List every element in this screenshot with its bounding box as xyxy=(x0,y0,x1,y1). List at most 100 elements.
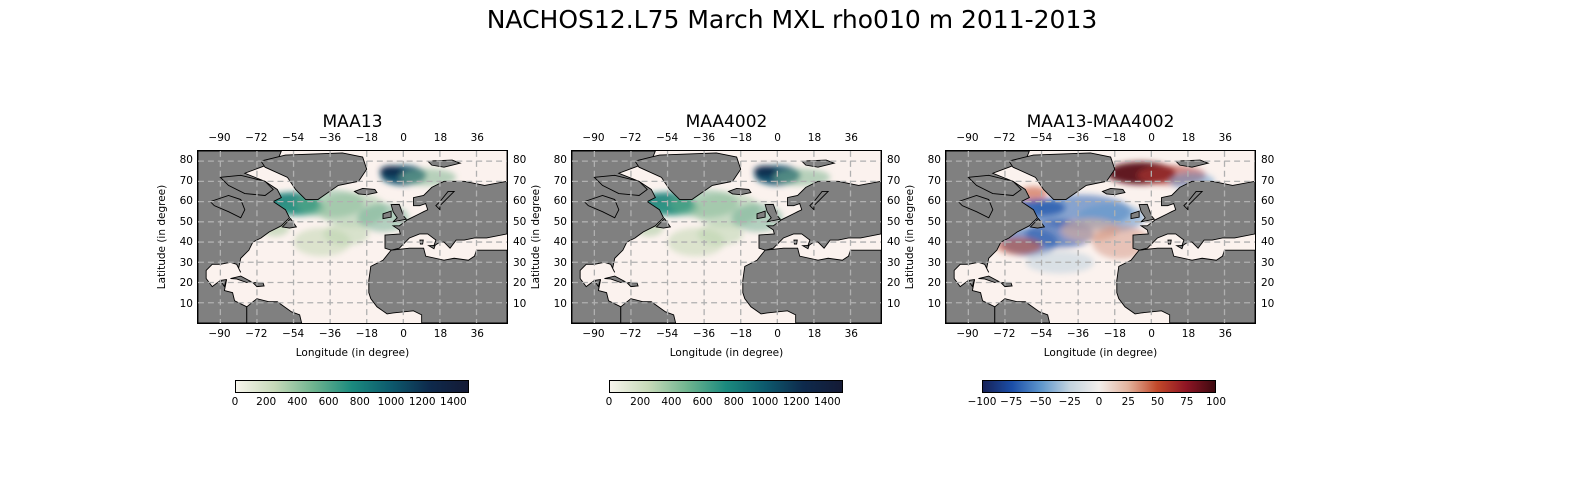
field-patch xyxy=(323,222,370,246)
lon-tick-bottom: −18 xyxy=(1103,328,1126,340)
colorbar-tick: −75 xyxy=(1000,396,1023,408)
land-hispaniola xyxy=(999,282,1013,288)
lat-tick-right: 30 xyxy=(1261,256,1275,269)
lat-tick-left: 30 xyxy=(927,256,941,269)
lon-tick-bottom: 36 xyxy=(470,328,484,340)
lat-tick-right: 40 xyxy=(513,236,527,249)
lat-tick-right: 10 xyxy=(887,297,901,310)
land-cuba xyxy=(604,275,627,284)
y-axis-label: Latitude (in degree) xyxy=(530,184,542,290)
lon-tick-top: −36 xyxy=(1066,132,1090,144)
lat-tick-right: 50 xyxy=(1261,215,1275,228)
colorbar-tick: 25 xyxy=(1121,396,1135,408)
lat-tick-left: 60 xyxy=(179,195,193,208)
colorbar-tick: 1000 xyxy=(377,396,405,408)
colorbar-tick: 600 xyxy=(318,396,339,408)
lat-tick-right: 10 xyxy=(513,297,527,310)
lon-tick-top: −18 xyxy=(355,132,378,144)
colorbar-tick: 50 xyxy=(1150,396,1165,408)
lat-tick-left: 30 xyxy=(553,256,567,269)
lon-tick-bottom: −18 xyxy=(355,328,378,340)
lat-tick-right: 40 xyxy=(1261,236,1275,249)
lon-tick-top: −72 xyxy=(245,132,268,144)
map-panel-diff xyxy=(945,150,1256,324)
lon-tick-top: 18 xyxy=(807,132,822,144)
map-canvas xyxy=(198,151,507,323)
land-south-america xyxy=(620,298,677,323)
lon-tick-top: −36 xyxy=(318,132,342,144)
lon-tick-bottom: −18 xyxy=(729,328,752,340)
map-canvas xyxy=(572,151,881,323)
y-axis-label: Latitude (in degree) xyxy=(904,184,916,290)
land-south-america xyxy=(246,298,303,323)
map-panel-maa13 xyxy=(197,150,508,324)
x-axis-label: Longitude (in degree) xyxy=(669,347,784,359)
lat-tick-left: 60 xyxy=(553,195,567,208)
land-sicily xyxy=(1175,245,1184,250)
land-africa xyxy=(368,247,507,323)
lat-tick-right: 20 xyxy=(1261,277,1275,290)
lat-tick-right: 50 xyxy=(887,215,901,228)
lon-tick-top: 0 xyxy=(1148,132,1155,144)
colorbar-tick: 1400 xyxy=(814,396,841,408)
lat-tick-right: 20 xyxy=(513,277,527,290)
lat-tick-right: 60 xyxy=(1261,195,1275,208)
y-axis-label: Latitude (in degree) xyxy=(156,184,168,290)
land-ireland xyxy=(756,210,766,220)
lat-tick-right: 30 xyxy=(513,256,527,269)
lat-tick-right: 70 xyxy=(1261,174,1275,187)
lon-tick-bottom: −72 xyxy=(993,328,1016,340)
lon-tick-top: 0 xyxy=(774,132,781,144)
land-britain xyxy=(1138,203,1156,223)
lon-tick-top: 18 xyxy=(433,132,448,144)
panel-title: MAA4002 xyxy=(685,112,768,132)
lat-tick-right: 30 xyxy=(887,256,901,269)
land-baffin-island xyxy=(593,174,648,196)
x-axis-label: Longitude (in degree) xyxy=(1043,347,1158,359)
lon-tick-top: −18 xyxy=(1103,132,1126,144)
land-sicily xyxy=(427,245,436,250)
colorbar-tick: 600 xyxy=(692,396,713,408)
land-greenland xyxy=(260,152,368,200)
lat-tick-left: 10 xyxy=(927,297,941,310)
colorbar xyxy=(982,380,1216,393)
lon-tick-top: 36 xyxy=(470,132,484,144)
land-svalbard xyxy=(1174,159,1210,168)
x-axis-label: Longitude (in degree) xyxy=(295,347,410,359)
lon-tick-top: 0 xyxy=(400,132,407,144)
lat-tick-left: 50 xyxy=(553,215,567,228)
colorbar-tick: −50 xyxy=(1029,396,1052,408)
lat-tick-right: 80 xyxy=(1261,154,1275,167)
lon-tick-bottom: −54 xyxy=(1030,328,1053,340)
colorbar-tick: 0 xyxy=(1095,396,1103,408)
figure-title: NACHOS12.L75 March MXL rho010 m 2011-201… xyxy=(486,5,1098,34)
lat-tick-left: 20 xyxy=(179,277,193,290)
land-iceland xyxy=(1101,188,1126,196)
lon-tick-bottom: −90 xyxy=(208,328,231,340)
lon-tick-top: −18 xyxy=(729,132,752,144)
lon-tick-bottom: −90 xyxy=(582,328,605,340)
map-canvas xyxy=(946,151,1255,323)
land-ireland xyxy=(382,210,392,220)
land-sicily xyxy=(801,245,810,250)
lon-tick-bottom: −54 xyxy=(282,328,305,340)
colorbar xyxy=(235,380,469,393)
lat-tick-left: 20 xyxy=(927,277,941,290)
lon-tick-bottom: 0 xyxy=(774,328,781,340)
lat-tick-right: 50 xyxy=(513,215,527,228)
colorbar-tick: 800 xyxy=(349,396,370,408)
lat-tick-right: 40 xyxy=(887,236,901,249)
lat-tick-left: 80 xyxy=(179,154,193,167)
lon-tick-top: −54 xyxy=(1030,132,1053,144)
colorbar-tick: 0 xyxy=(605,396,613,408)
lon-tick-top: −90 xyxy=(208,132,231,144)
colorbar xyxy=(609,380,843,393)
lon-tick-bottom: −36 xyxy=(318,328,342,340)
lat-tick-right: 10 xyxy=(1261,297,1275,310)
field-patch xyxy=(379,165,403,177)
lon-tick-top: −90 xyxy=(582,132,605,144)
lat-tick-left: 70 xyxy=(927,174,941,187)
colorbar-tick: 1200 xyxy=(408,396,436,408)
land-africa xyxy=(742,247,881,323)
lon-tick-bottom: 18 xyxy=(807,328,822,340)
